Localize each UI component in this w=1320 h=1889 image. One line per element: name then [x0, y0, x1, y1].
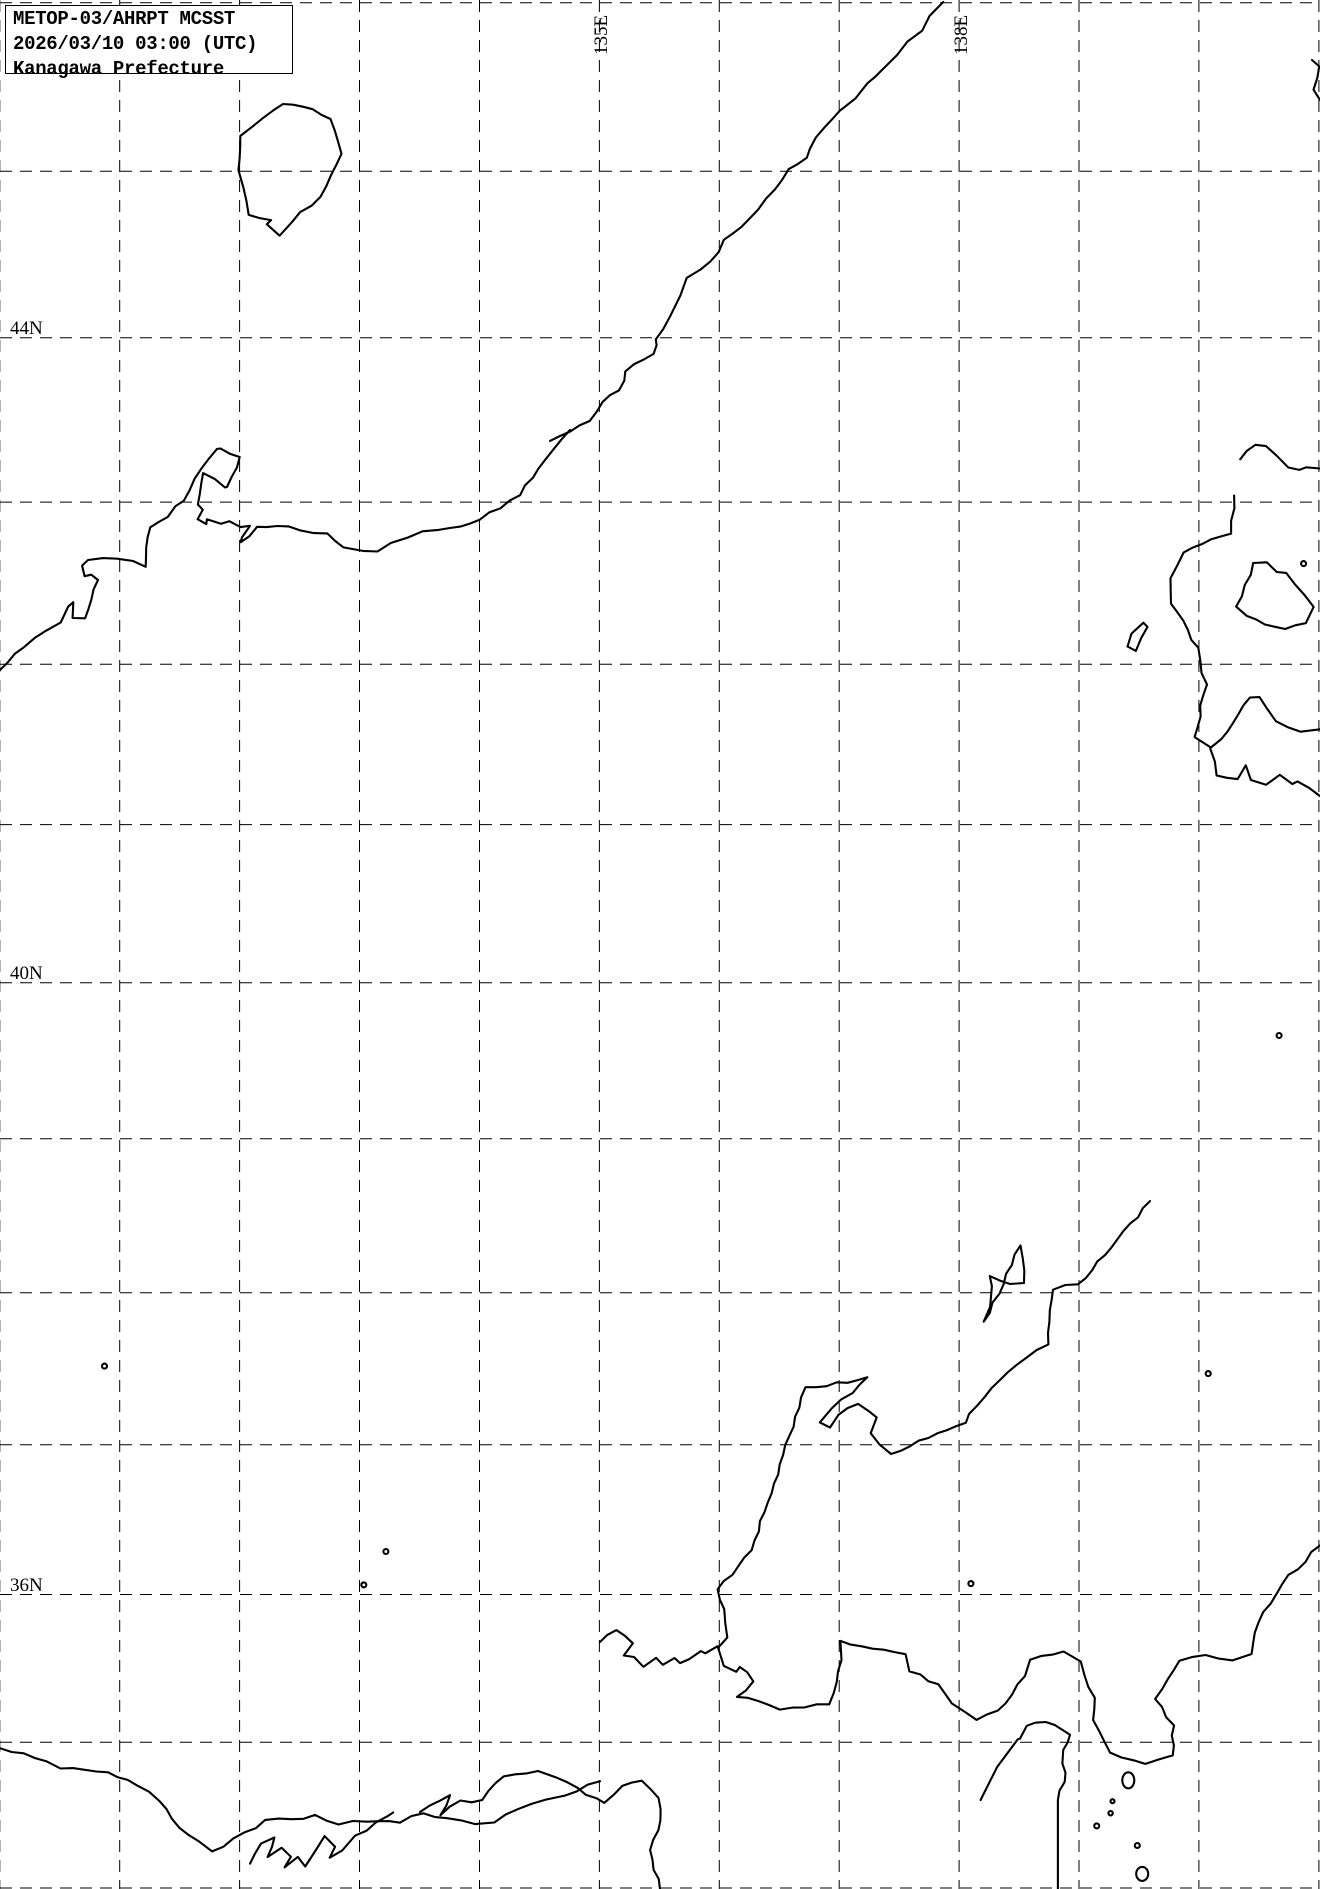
- svg-text:135E: 135E: [591, 15, 612, 55]
- svg-text:138E: 138E: [951, 15, 972, 55]
- svg-text:36N: 36N: [10, 1575, 43, 1596]
- svg-text:40N: 40N: [10, 963, 43, 984]
- svg-text:44N: 44N: [10, 318, 43, 339]
